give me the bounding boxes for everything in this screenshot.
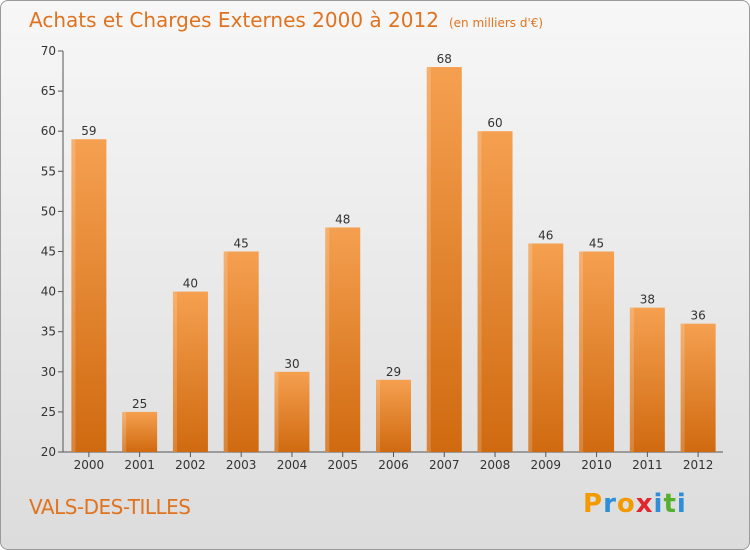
bar-highlight [629,307,634,452]
bar-2002 [172,291,208,452]
value-label-2012: 36 [690,309,705,323]
bar-highlight [477,131,482,452]
chart-axes: 20 25 30 35 40 45 50 55 60 65 70 2000 2001 2002 2003 20… [41,44,723,472]
x-tick-label-2011: 2011 [632,458,663,472]
y-tick-label: 30 [41,365,56,379]
bar-2009 [528,243,564,452]
commune-name: VALS-DES-TILLES [29,495,191,519]
bar-2010 [579,251,615,452]
y-tick-label: 65 [41,84,56,98]
logo-letter: i [653,489,664,519]
bar-highlight [172,291,177,452]
value-label-2007: 68 [437,52,452,66]
bar-highlight [122,411,127,452]
y-tick-label: 60 [41,124,56,138]
y-tick-label: 35 [41,325,56,339]
x-tick-label-2012: 2012 [683,458,714,472]
bar-2004 [274,371,310,452]
y-tick-label: 55 [41,164,56,178]
bar-2011 [629,307,665,452]
bar-2001 [122,411,158,452]
bar-highlight [71,139,76,452]
y-tick-label: 45 [41,245,56,259]
value-label-2001: 25 [132,397,147,411]
bar-highlight [376,379,380,452]
y-tick-label: 70 [41,44,56,58]
bar-2005 [325,227,361,452]
chart-title: Achats et Charges Externes 2000 à 2012 (e… [29,8,543,32]
x-tick-label-2006: 2006 [378,458,409,472]
value-label-2002: 40 [183,277,198,291]
logo-letter: r [603,489,617,519]
x-tick-label-2001: 2001 [124,458,155,472]
value-label-2004: 30 [284,357,299,371]
value-label-2006: 29 [386,365,401,379]
x-tick-label-2003: 2003 [226,458,257,472]
logo-letter: o [616,489,636,519]
logo-letter: x [635,489,654,519]
chart-bars: 59 25 40 45 30 48 29 68 60 46 45 38 36 [71,52,716,452]
logo-letter: i [676,489,687,519]
bar-highlight [680,323,685,452]
y-tick-label: 50 [41,204,56,218]
value-label-2009: 46 [538,228,553,242]
bar-2008 [477,131,513,452]
bar-highlight [223,251,228,452]
value-label-2008: 60 [487,116,502,130]
bar-highlight [579,251,584,452]
x-tick-label-2008: 2008 [480,458,511,472]
y-tick-label: 25 [41,405,56,419]
bar-2012 [680,323,716,452]
value-label-2010: 45 [589,237,604,251]
x-tick-label-2007: 2007 [429,458,460,472]
value-label-2011: 38 [640,293,655,307]
value-label-2000: 59 [81,124,96,138]
x-tick-label-2002: 2002 [175,458,206,472]
bar-2007 [426,67,462,452]
y-tick-label: 20 [41,445,56,459]
x-tick-label-2005: 2005 [327,458,358,472]
value-label-2005: 48 [335,212,350,226]
logo-letter: t [663,489,677,519]
chart-subtitle: (en milliers d'€) [448,16,544,30]
bar-highlight [325,227,330,452]
x-tick-label-2010: 2010 [581,458,612,472]
bar-highlight [426,67,431,452]
bar-highlight [528,243,533,452]
bar-2003 [223,251,259,452]
bar-2006 [376,379,411,452]
value-label-2003: 45 [234,237,249,251]
proxiti-logo: Proxiti [583,489,687,519]
y-tick-label: 40 [41,285,56,299]
chart-title-text: Achats et Charges Externes 2000 à 2012 [29,8,439,32]
x-tick-label-2000: 2000 [74,458,105,472]
x-tick-label-2004: 2004 [277,458,308,472]
bar-highlight [274,371,279,452]
x-tick-label-2009: 2009 [531,458,562,472]
logo-letter: P [583,489,604,519]
bar-2000 [71,139,107,452]
